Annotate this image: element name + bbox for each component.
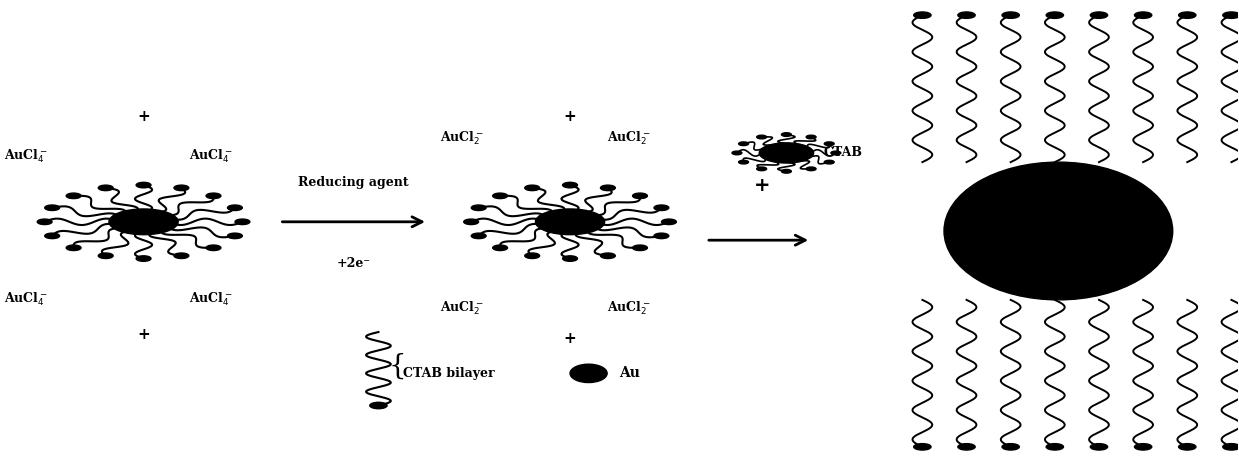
Text: AuCl$_4^-$: AuCl$_4^-$ xyxy=(4,290,47,308)
Circle shape xyxy=(807,135,817,139)
Circle shape xyxy=(1135,12,1152,18)
Text: {: { xyxy=(388,353,406,380)
Text: Au: Au xyxy=(620,366,641,380)
Circle shape xyxy=(654,205,669,211)
Circle shape xyxy=(760,143,814,163)
Circle shape xyxy=(98,253,113,259)
Text: AuCl$_4^-$: AuCl$_4^-$ xyxy=(190,148,233,165)
Circle shape xyxy=(1178,444,1196,450)
Circle shape xyxy=(601,185,616,191)
Circle shape xyxy=(525,253,540,259)
Circle shape xyxy=(563,182,577,188)
Circle shape xyxy=(98,185,113,191)
Circle shape xyxy=(471,205,486,211)
Circle shape xyxy=(831,151,841,155)
Circle shape xyxy=(136,256,151,261)
Circle shape xyxy=(1090,12,1108,18)
Text: +: + xyxy=(753,176,769,195)
Circle shape xyxy=(525,185,540,191)
Circle shape xyxy=(535,209,605,235)
Circle shape xyxy=(958,12,975,18)
Text: AuCl$_4^-$: AuCl$_4^-$ xyxy=(190,290,233,308)
Circle shape xyxy=(173,253,188,259)
Circle shape xyxy=(913,12,930,18)
Text: AuCl$_2^-$: AuCl$_2^-$ xyxy=(440,299,484,317)
Text: +: + xyxy=(564,109,576,124)
Text: +: + xyxy=(564,331,576,346)
Circle shape xyxy=(493,245,508,250)
Circle shape xyxy=(913,444,930,450)
Ellipse shape xyxy=(570,364,607,383)
Circle shape xyxy=(45,205,59,211)
Circle shape xyxy=(1223,12,1239,18)
Circle shape xyxy=(235,219,250,225)
Circle shape xyxy=(732,151,742,155)
Circle shape xyxy=(654,233,669,239)
Circle shape xyxy=(1178,12,1196,18)
Text: AuCl$_2^-$: AuCl$_2^-$ xyxy=(607,299,650,317)
Text: Reducing agent: Reducing agent xyxy=(299,176,409,189)
Circle shape xyxy=(563,256,577,261)
Text: +: + xyxy=(138,327,150,342)
Circle shape xyxy=(228,205,243,211)
Circle shape xyxy=(782,133,792,136)
Circle shape xyxy=(738,142,748,146)
Circle shape xyxy=(1090,444,1108,450)
Ellipse shape xyxy=(944,162,1172,300)
Circle shape xyxy=(369,402,387,409)
Circle shape xyxy=(807,167,817,170)
Circle shape xyxy=(136,182,151,188)
Circle shape xyxy=(824,142,834,146)
Circle shape xyxy=(601,253,616,259)
Circle shape xyxy=(1046,444,1063,450)
Circle shape xyxy=(1046,12,1063,18)
Circle shape xyxy=(206,245,221,250)
Circle shape xyxy=(109,209,178,235)
Circle shape xyxy=(757,135,767,139)
Circle shape xyxy=(1223,444,1239,450)
Circle shape xyxy=(66,245,81,250)
Text: AuCl$_2^-$: AuCl$_2^-$ xyxy=(607,129,650,147)
Circle shape xyxy=(757,167,767,170)
Circle shape xyxy=(463,219,478,225)
Circle shape xyxy=(633,193,648,199)
Circle shape xyxy=(1002,444,1020,450)
Circle shape xyxy=(958,444,975,450)
Circle shape xyxy=(782,170,792,173)
Circle shape xyxy=(1135,444,1152,450)
Text: AuCl$_2^-$: AuCl$_2^-$ xyxy=(440,129,484,147)
Circle shape xyxy=(66,193,81,199)
Text: +2e⁻: +2e⁻ xyxy=(337,257,370,270)
Circle shape xyxy=(206,193,221,199)
Text: CTAB: CTAB xyxy=(824,146,862,159)
Circle shape xyxy=(45,233,59,239)
Circle shape xyxy=(471,233,486,239)
Circle shape xyxy=(173,185,188,191)
Circle shape xyxy=(1002,12,1020,18)
Text: +: + xyxy=(138,109,150,124)
Circle shape xyxy=(633,245,648,250)
Circle shape xyxy=(37,219,52,225)
Text: CTAB bilayer: CTAB bilayer xyxy=(403,367,494,380)
Circle shape xyxy=(824,160,834,164)
Circle shape xyxy=(228,233,243,239)
Circle shape xyxy=(493,193,508,199)
Text: AuCl$_4^-$: AuCl$_4^-$ xyxy=(4,148,47,165)
Circle shape xyxy=(738,160,748,164)
Circle shape xyxy=(662,219,676,225)
